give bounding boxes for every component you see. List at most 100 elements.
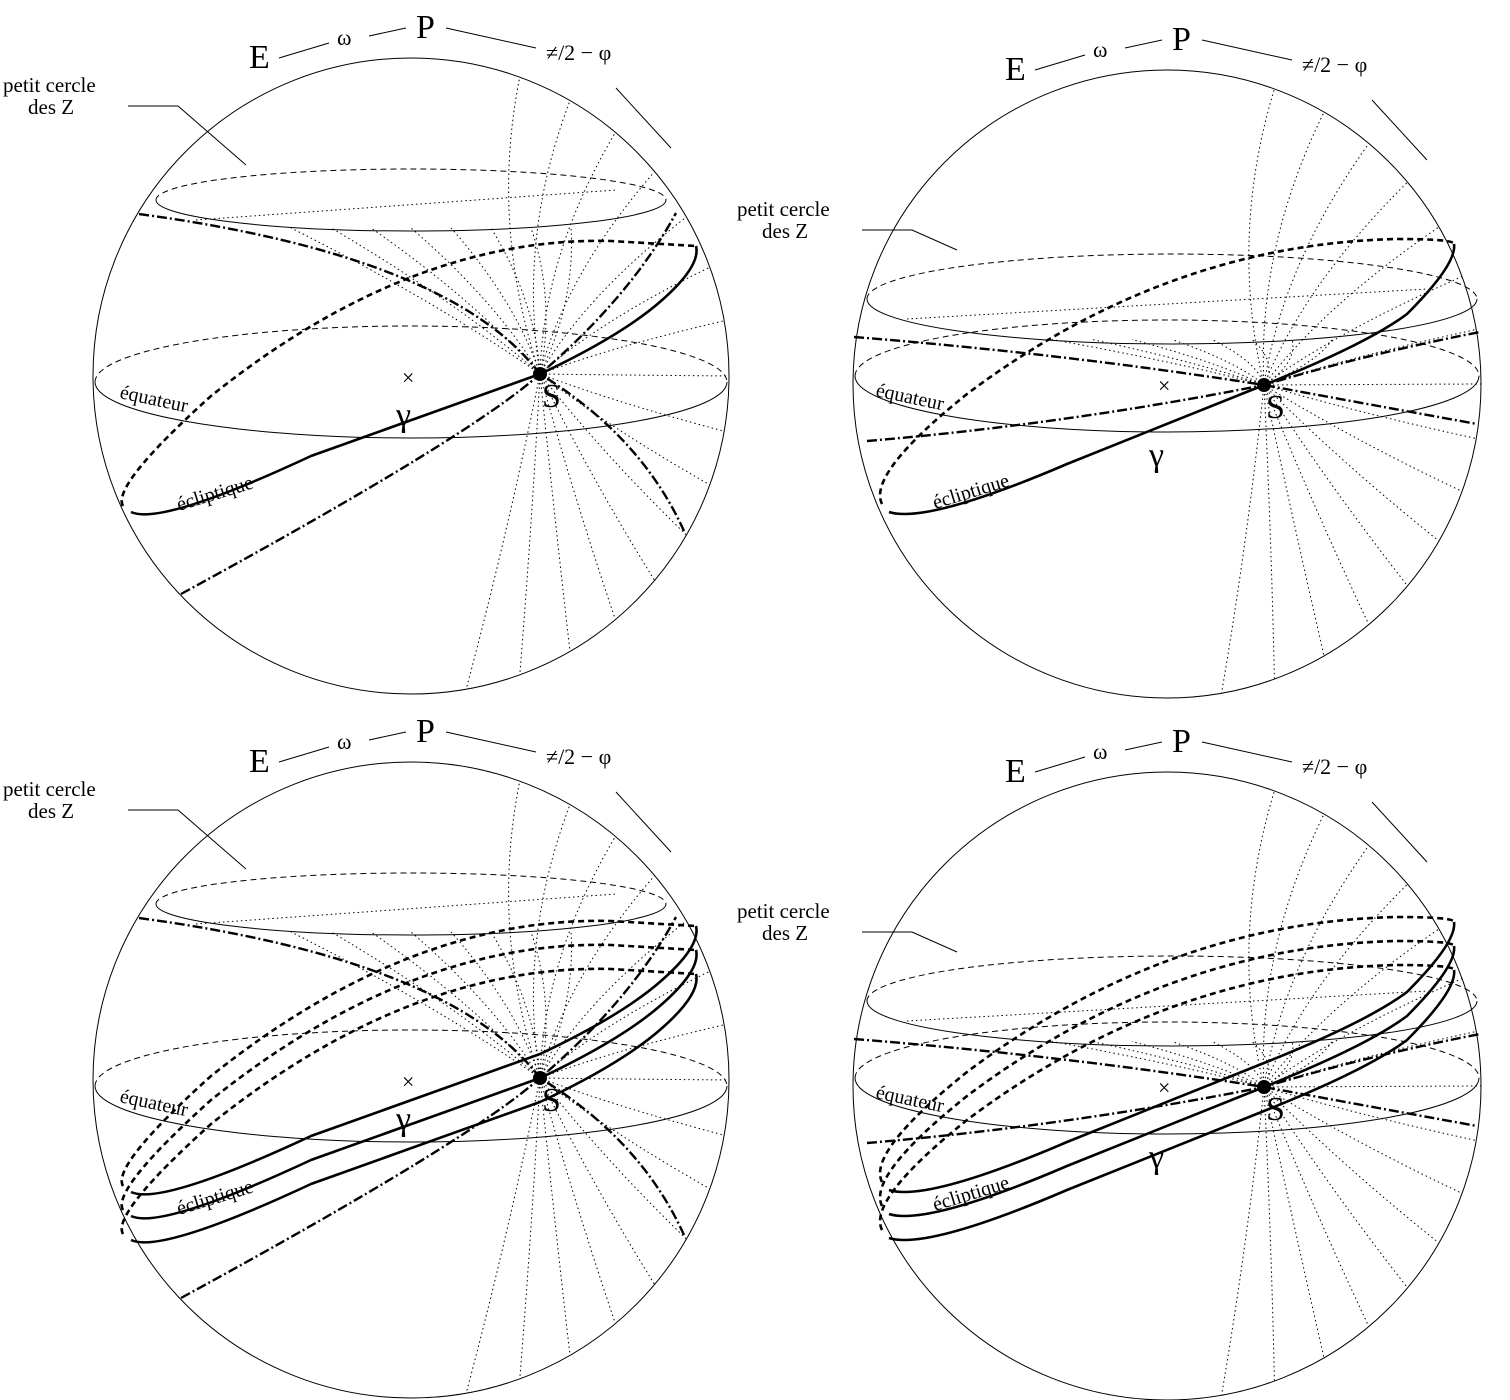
label-small-circle-line2: des Z [762, 219, 808, 243]
ecliptic-back [120, 239, 697, 507]
label-small-circle-line2: des Z [28, 799, 74, 823]
meridian-line [539, 1077, 571, 1356]
label-equator: équateur [118, 1085, 190, 1121]
meridian-line [539, 266, 711, 375]
label-equator: équateur [874, 379, 946, 415]
label-S: S [1266, 389, 1285, 426]
upper-meridian-line [450, 931, 541, 1079]
meridian-line [539, 920, 687, 1079]
equator-front [854, 375, 1480, 433]
label-S: S [542, 378, 561, 415]
meridian-line [1263, 226, 1440, 386]
equator-front [94, 381, 728, 439]
label-gamma: γ [395, 397, 411, 434]
meridian-line [1263, 384, 1408, 587]
upper-meridian-line [1263, 339, 1333, 386]
upper-meridian-line [1251, 339, 1270, 386]
center-mark: × [1158, 1075, 1170, 1100]
horizon-curve-2 [180, 916, 678, 1300]
ecliptic-front [130, 245, 698, 516]
leader-E-omega [278, 746, 330, 763]
meridian-line [1263, 978, 1463, 1088]
label-E: E [249, 743, 270, 780]
meridian-line [465, 1077, 541, 1394]
horizon-curve-1 [138, 916, 686, 1236]
dotted-meridians [290, 781, 730, 1394]
label-gamma: γ [395, 1101, 411, 1138]
upper-meridian-line [410, 931, 541, 1079]
small-circle-chord [906, 990, 1428, 1022]
horizon-curve-2 [866, 1032, 1481, 1145]
label-small-circle-line2: des Z [762, 921, 808, 945]
meridian-line [1263, 384, 1477, 440]
meridian-line [539, 373, 616, 620]
meridian-line [519, 1077, 541, 1379]
label-P: P [1172, 21, 1191, 58]
meridian-line [1263, 384, 1440, 542]
small-circle-chord [195, 189, 617, 221]
ecliptic-front [888, 243, 1456, 516]
upper-meridian-line [1251, 1041, 1270, 1088]
label-E: E [249, 39, 270, 76]
leader-P-colat [445, 27, 537, 49]
leader-colat-sphere [615, 87, 672, 149]
upper-meridian-line [1131, 339, 1265, 386]
label-P: P [1172, 723, 1191, 760]
meridian-line [539, 970, 711, 1079]
horizon-curve-1 [853, 1037, 1478, 1128]
upper-meridian-line [1091, 339, 1265, 386]
leader-small-circle [862, 229, 958, 251]
leader-small-circle [128, 809, 247, 870]
meridian-line [1262, 111, 1325, 386]
label-small-circle-line1: petit cercle [737, 899, 830, 923]
upper-meridian-line [290, 227, 541, 375]
meridian-line [1263, 1030, 1477, 1088]
point-S [1257, 1080, 1271, 1094]
ecliptic-front [130, 925, 698, 1196]
label-omega: ω [1093, 739, 1107, 764]
label-small-circle-line1: petit cercle [3, 777, 96, 801]
upper-meridian-line [450, 227, 541, 375]
meridian-line [1263, 1086, 1408, 1289]
meridian-line [539, 373, 711, 486]
leader-P-colat [1201, 39, 1293, 61]
label-gamma: γ [1148, 1139, 1164, 1176]
upper-meridian-line [330, 227, 541, 375]
leader-small-circle [862, 931, 958, 953]
label-small-circle-line2: des Z [28, 95, 74, 119]
label-S: S [1266, 1091, 1285, 1128]
label-P: P [416, 9, 435, 46]
meridian-line [1263, 1086, 1463, 1194]
label-E: E [1005, 51, 1026, 88]
label-colatitude: ≠/2 − φ [1302, 754, 1367, 779]
point-S [533, 1071, 547, 1085]
leader-E-omega [1034, 756, 1086, 773]
horizon-curve-1 [138, 212, 686, 532]
panel-top-right: × Sγ équateur écliptique Eω P ≠/2 − φ petit cer… [737, 21, 1482, 699]
label-equator: équateur [874, 1081, 946, 1117]
label-ecliptic: écliptique [174, 472, 256, 516]
leader-small-circle [128, 105, 247, 166]
leader-omega-P [1124, 39, 1163, 49]
upper-meridian-line [530, 227, 547, 375]
leader-P-colat [1201, 741, 1293, 763]
center-mark: × [1158, 373, 1170, 398]
small-circle-front [155, 199, 667, 232]
meridian-line [539, 373, 571, 652]
meridian-line [539, 1077, 687, 1240]
panel-top-left: × Sγ équateur écliptique Eω P ≠/2 − φ petit cer… [3, 9, 730, 695]
ecliptic-back [878, 939, 1456, 1207]
label-small-circle-line1: petit cercle [3, 73, 96, 97]
label-omega: ω [337, 729, 351, 754]
ecliptic-back [878, 915, 1456, 1183]
ecliptic-front [888, 921, 1456, 1194]
meridian-line [1248, 790, 1275, 1088]
dotted-meridians [290, 77, 730, 690]
meridian-line [539, 1077, 711, 1190]
ecliptic-front [130, 949, 698, 1220]
upper-meridian-line [490, 227, 541, 375]
dotted-meridians [1051, 790, 1482, 1396]
meridian-line [508, 781, 541, 1079]
ecliptic-front [888, 945, 1456, 1218]
